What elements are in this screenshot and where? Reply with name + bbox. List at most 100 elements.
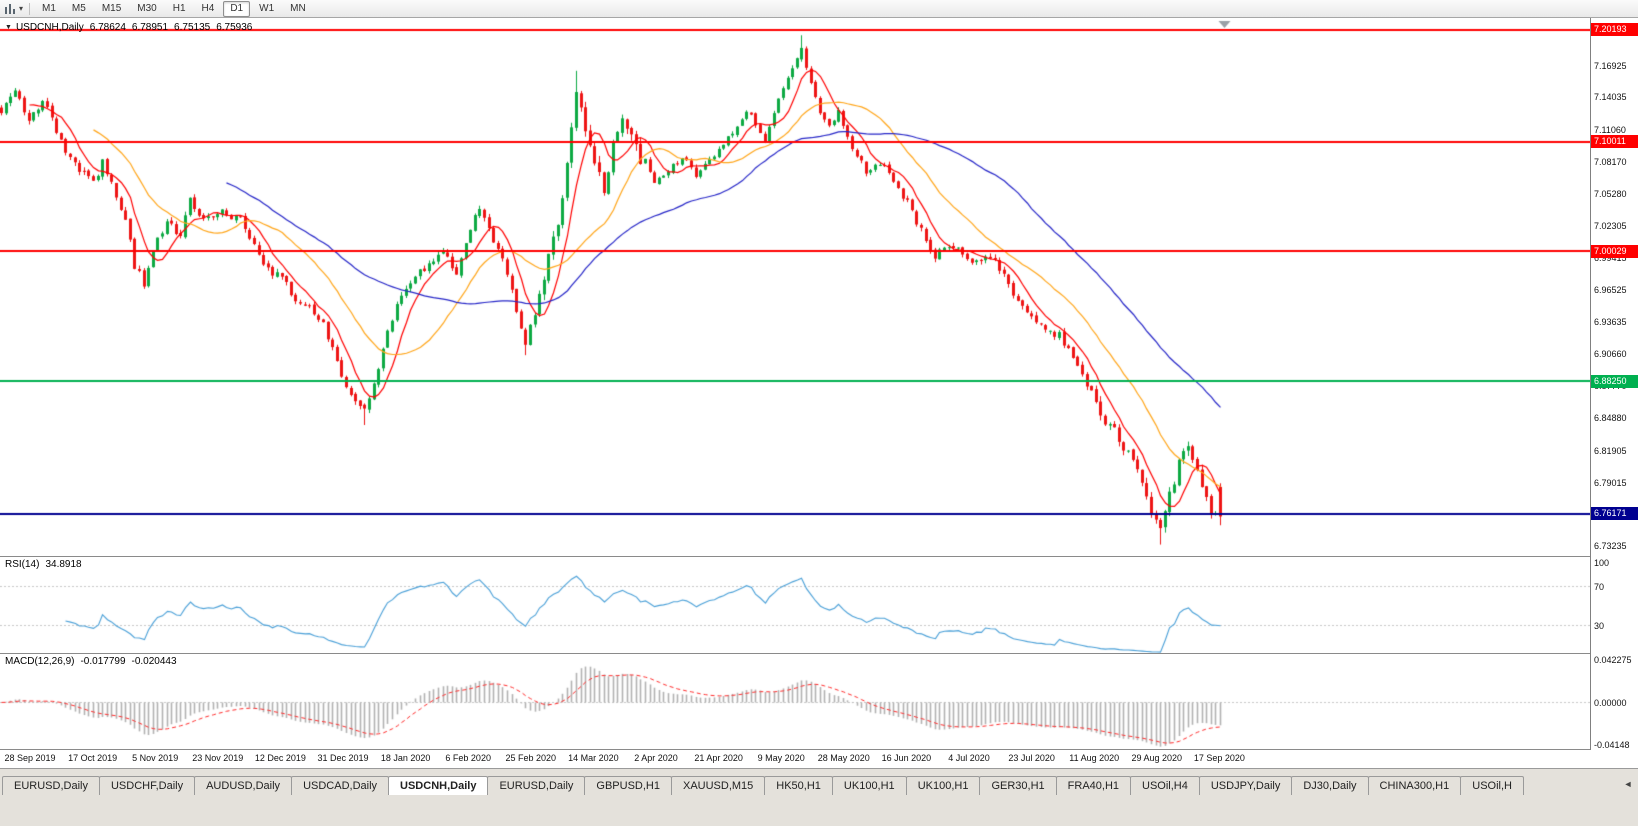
time-axis[interactable]: 28 Sep 2019 17 Oct 2019 5 Nov 2019 23 Nov 2… <box>0 750 1590 768</box>
price-axis-label: 6.90660 <box>1594 349 1627 360</box>
open-value: 6.78624 <box>89 22 126 33</box>
price-axis-label: 6.96525 <box>1594 284 1627 295</box>
time-axis-label: 6 Feb 2020 <box>445 753 491 763</box>
time-axis-label: 17 Oct 2019 <box>68 753 118 763</box>
toolbar-separator <box>29 2 31 15</box>
collapse-arrow-icon[interactable]: ▼ <box>5 24 12 31</box>
time-axis-label: 31 Dec 2019 <box>317 753 369 763</box>
time-axis-label: 14 Mar 2020 <box>568 753 619 763</box>
rsi-axis-label: 30 <box>1594 620 1605 631</box>
chart-canvas[interactable] <box>0 18 1590 750</box>
chart-tab-uk100-h1[interactable]: UK100,H1 <box>831 776 907 795</box>
time-axis-label: 28 May 2020 <box>817 753 870 763</box>
symbol-label: USDCNH,Daily <box>15 22 84 33</box>
macd-title: MACD(12,26,9) -0.017799 -0.020443 <box>5 656 177 667</box>
time-axis-label: 17 Sep 2020 <box>1193 753 1245 763</box>
timeframe-button-h4[interactable]: H4 <box>201 2 215 14</box>
price-level-box: 7.20193 <box>1591 23 1638 37</box>
rsi-axis-label: 100 <box>1594 558 1610 568</box>
macd-label: MACD(12,26,9) <box>5 656 75 667</box>
timeframe-button-m5[interactable]: M5 <box>71 2 86 14</box>
price-level-box: 6.88250 <box>1591 374 1638 388</box>
price-axis-label: 7.08170 <box>1594 156 1627 167</box>
chart-tab-xauusd-m15[interactable]: XAUUSD,M15 <box>670 776 766 795</box>
chart-tab-ger30-h1[interactable]: GER30,H1 <box>979 776 1057 795</box>
chart-title: ▼ USDCNH,Daily 6.78624 6.78951 6.75135 6… <box>5 22 252 33</box>
chart-tabs-bar: EURUSD,Daily USDCHF,Daily AUDUSD,Daily USDC… <box>0 768 1638 826</box>
time-axis-label: 29 Aug 2020 <box>1131 753 1183 763</box>
macd-axis-label: 0.00000 <box>1594 698 1627 709</box>
rsi-value: 34.8918 <box>45 559 82 570</box>
chart-tab-gbpusd-h1[interactable]: GBPUSD,H1 <box>584 776 672 795</box>
chart-tab-usdcnh-daily[interactable]: USDCNH,Daily <box>388 776 489 795</box>
time-axis-label: 5 Nov 2019 <box>132 753 179 763</box>
time-axis-label: 11 Aug 2020 <box>1069 753 1120 763</box>
time-axis-label: 2 Apr 2020 <box>634 753 678 763</box>
timeframe-button-m30[interactable]: M30 <box>137 2 157 14</box>
chart-tab-uk100-h1[interactable]: UK100,H1 <box>905 776 981 795</box>
timeframe-button-mn[interactable]: MN <box>290 2 306 14</box>
timeframe-button-w1[interactable]: W1 <box>259 2 275 14</box>
chart-tab-audusd-daily[interactable]: AUDUSD,Daily <box>194 776 293 795</box>
tab-scroll-left-button[interactable]: ◄ <box>1623 779 1633 789</box>
chart-tab-usoil-h4[interactable]: USOil,H4 <box>1130 776 1200 795</box>
rsi-axis-label: 70 <box>1594 582 1605 593</box>
price-axis-label: 6.79015 <box>1594 477 1627 488</box>
price-axis-label: 7.05280 <box>1594 188 1627 199</box>
time-axis-label: 16 Jun 2020 <box>881 753 932 763</box>
chart-tab-usdjpy-daily[interactable]: USDJPY,Daily <box>1198 776 1293 795</box>
price-axis-label: 6.84880 <box>1594 413 1627 424</box>
timeframe-buttons: M1 M5 M15 M30 H1 H4 D1 W1 MN <box>35 0 313 17</box>
price-axis-label: 6.93635 <box>1594 316 1627 327</box>
chart-tab-usdchf-daily[interactable]: USDCHF,Daily <box>98 776 196 795</box>
price-axis-label: 7.16925 <box>1594 60 1627 71</box>
tab-list: EURUSD,Daily USDCHF,Daily AUDUSD,Daily USDC… <box>0 772 1612 795</box>
price-axis-label: 6.99415 <box>1594 253 1627 264</box>
price-axis[interactable]: 7.16925 7.14035 7.11060 7.08170 7.05280 7.023… <box>1590 18 1638 750</box>
chart-tab-eurusd-daily[interactable]: EURUSD,Daily <box>487 776 586 795</box>
chart-window: ▼ USDCNH,Daily 6.78624 6.78951 6.75135 6… <box>0 18 1638 768</box>
time-axis-label: 23 Jul 2020 <box>1008 753 1055 763</box>
macd-axis-label: -0.04148 <box>1594 740 1630 750</box>
time-axis-label: 23 Nov 2019 <box>192 753 244 763</box>
dropdown-caret-icon[interactable]: ▾ <box>19 4 24 13</box>
timeframe-button-m15[interactable]: M15 <box>101 2 122 14</box>
timeframe-button-m1[interactable]: M1 <box>42 2 56 14</box>
time-axis-label: 9 May 2020 <box>757 753 805 763</box>
timeframe-button-d1[interactable]: D1 <box>223 0 251 17</box>
chart-tab-eurusd-daily[interactable]: EURUSD,Daily <box>2 776 100 795</box>
chart-tab-hk50-h1[interactable]: HK50,H1 <box>764 776 833 795</box>
price-level-box: 7.10011 <box>1591 135 1638 149</box>
chart-tab-dj30-daily[interactable]: DJ30,Daily <box>1291 776 1369 795</box>
price-axis-label: 7.14035 <box>1594 92 1627 103</box>
rsi-title: RSI(14) 34.8918 <box>5 559 82 570</box>
time-axis-label: 21 Apr 2020 <box>694 753 743 763</box>
price-axis-label: 6.73235 <box>1594 541 1627 552</box>
close-value: 6.75936 <box>216 22 253 33</box>
price-axis-label: 7.02305 <box>1594 221 1627 232</box>
low-value: 6.75135 <box>174 22 211 33</box>
chart-type-icon[interactable] <box>4 3 18 15</box>
time-axis-label: 28 Sep 2019 <box>4 753 56 763</box>
time-axis-label: 18 Jan 2020 <box>380 753 431 763</box>
price-level-box: 6.76171 <box>1591 507 1638 521</box>
chart-tab-fra40-h1[interactable]: FRA40,H1 <box>1055 776 1132 795</box>
panel-separator[interactable] <box>0 653 1638 654</box>
rsi-label: RSI(14) <box>5 559 40 570</box>
panel-separator[interactable] <box>0 556 1638 557</box>
timeframe-button-h1[interactable]: H1 <box>172 2 186 14</box>
price-axis-label: 6.81905 <box>1594 445 1627 456</box>
price-axis-label: 7.11060 <box>1594 125 1626 136</box>
time-axis-label: 4 Jul 2020 <box>948 753 990 763</box>
chart-tab-usdcad-daily[interactable]: USDCAD,Daily <box>291 776 390 795</box>
price-level-box: 7.00029 <box>1591 244 1638 258</box>
macd-signal-value: -0.020443 <box>131 656 177 667</box>
chart-tab-china300-h1[interactable]: CHINA300,H1 <box>1367 776 1462 795</box>
high-value: 6.78951 <box>131 22 169 33</box>
panel-separator <box>0 749 1638 750</box>
macd-value: -0.017799 <box>80 656 126 667</box>
macd-axis-label: 0.042275 <box>1594 655 1632 665</box>
timeframe-toolbar: ▾ M1 M5 M15 M30 H1 H4 D1 W1 MN <box>0 0 1638 18</box>
time-axis-label: 25 Feb 2020 <box>505 753 557 763</box>
chart-tab-usoil-h[interactable]: USOil,H <box>1460 776 1524 795</box>
